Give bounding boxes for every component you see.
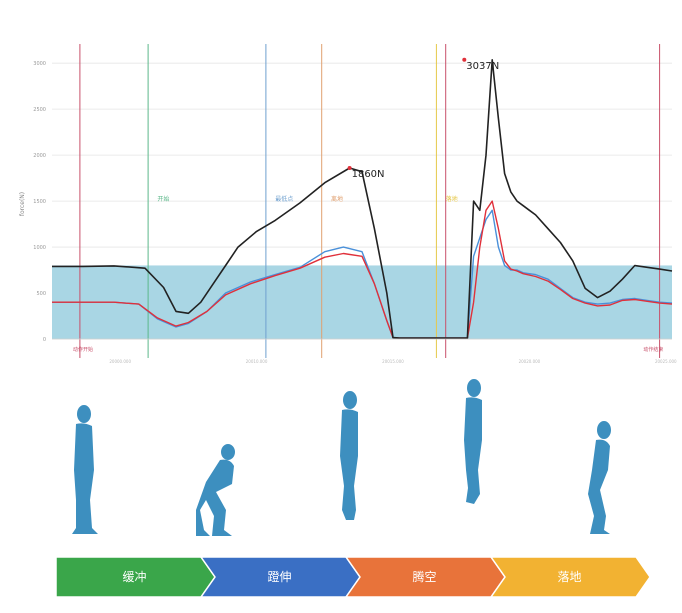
corner-label: 动作结束 [643,346,663,353]
corner-label: 动作开始 [73,346,93,353]
x-tick-label: 20025.000 [655,359,677,364]
x-tick-label: 20010.000 [246,359,268,364]
y-tick-label: 2000 [33,153,46,159]
y-tick-label: 0 [43,337,46,343]
phase-label: 缓冲 [122,569,146,584]
figure-landing [588,421,611,534]
figure-flight [464,379,482,504]
y-tick-label: 500 [36,291,46,297]
y-tick-label: 1000 [33,245,46,251]
peak-label: 1860N [352,169,385,180]
event-label: 开始 [157,195,169,203]
peak-marker [462,57,467,62]
bodyweight-band [52,265,672,339]
event-label: 离地 [331,195,343,203]
peak-label: 3037N [466,61,499,72]
figure-extension [340,391,358,520]
figure-standing [72,405,98,534]
force-time-chart: 0 500 1000 1500 2000 2500 3000 20000.000 20010.0… [19,44,677,364]
phase-label: 腾空 [412,569,436,584]
axes: 0 500 1000 1500 2000 2500 3000 20000.000 20010.0… [33,61,677,364]
phase-label: 落地 [557,570,581,584]
y-tick-label: 2500 [33,107,46,113]
y-tick-label: 3000 [33,61,46,67]
event-lines [79,44,661,358]
phase-arrow-bar: 缓冲 蹬伸 腾空 落地 [56,556,651,598]
series-black-line [52,59,673,339]
y-tick-label: 1500 [33,199,46,205]
x-tick-label: 20020.000 [519,359,541,364]
figure-squat [196,444,235,536]
event-label: 最低点 [275,195,293,203]
peak-marker [347,166,352,170]
x-tick-label: 20000.000 [109,359,131,364]
series-lines [52,59,673,339]
phase-label: 蹬伸 [267,570,291,584]
x-tick-label: 20015.000 [382,359,404,364]
event-label: 落地 [446,195,458,203]
phase-arrow [489,556,651,598]
y-axis-label: force(N) [19,192,26,216]
jump-phase-silhouettes [72,379,611,536]
